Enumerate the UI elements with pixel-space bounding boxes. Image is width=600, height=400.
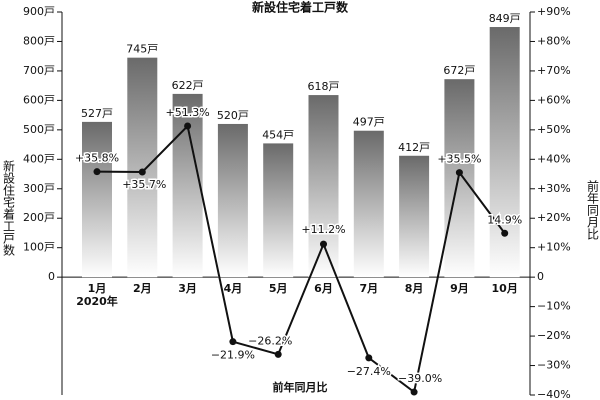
bar-value-label: 454戸 xyxy=(262,128,294,141)
y2-tick-label: +90% xyxy=(537,5,571,18)
bar-value-label: 618戸 xyxy=(308,80,340,93)
y-tick-label: 900戸 xyxy=(23,5,55,18)
y2-tick-label: +60% xyxy=(537,93,571,106)
line-point xyxy=(229,338,237,346)
bar xyxy=(489,27,520,278)
x-tick-label: 5月 xyxy=(269,282,288,295)
x-tick-label: 8月 xyxy=(405,282,424,295)
x-tick-label: 1月 xyxy=(88,282,107,295)
line-point xyxy=(455,169,463,177)
x-tick-label: 6月 xyxy=(314,282,333,295)
y2-tick-label: +30% xyxy=(537,182,571,195)
x-axis-label: 前年同月比 xyxy=(273,380,328,394)
line-value-label: −21.9% xyxy=(211,349,255,362)
bar-value-label: 849戸 xyxy=(489,12,521,25)
x-tick-label: 7月 xyxy=(359,282,378,295)
bar xyxy=(172,93,203,278)
y2-tick-label: +40% xyxy=(537,152,571,165)
y-tick-label: 400戸 xyxy=(23,152,55,165)
bar xyxy=(263,143,294,278)
line-point xyxy=(410,388,418,396)
bar-value-label: 412戸 xyxy=(398,141,430,154)
x-tick-label: 2月 xyxy=(133,282,152,295)
x-tick-label: 4月 xyxy=(224,282,243,295)
y2-tick-label: +80% xyxy=(537,34,571,47)
line-point xyxy=(501,229,509,237)
y2-tick-label: −10% xyxy=(537,300,571,313)
line-point xyxy=(320,240,327,248)
line-point xyxy=(184,122,192,130)
bar xyxy=(444,79,475,278)
line xyxy=(96,123,506,394)
y2-tick-label: 0 xyxy=(537,270,544,283)
bar-value-label: 672戸 xyxy=(443,64,475,77)
line-value-label: +35.8% xyxy=(75,152,119,165)
y-tick-label: 700戸 xyxy=(23,64,55,77)
x-tick-label: 3月 xyxy=(178,282,197,295)
chart-title: 新設住宅着工戸数 xyxy=(252,0,349,15)
y2-axis-label: 前年同月比 xyxy=(586,179,600,241)
y-tick-label: 500戸 xyxy=(23,123,55,136)
line-point xyxy=(274,350,282,358)
y-tick-label: 300戸 xyxy=(23,182,55,195)
bar xyxy=(82,121,112,278)
bar-value-label: 622戸 xyxy=(172,79,204,92)
y2-tick-label: −30% xyxy=(537,359,571,372)
bar-value-label: 497戸 xyxy=(353,116,385,129)
line-point xyxy=(93,168,101,176)
bar-value-label: 520戸 xyxy=(217,109,249,122)
line-value-label: 14.9% xyxy=(487,213,522,226)
bar xyxy=(399,155,430,278)
y-tick-label: 0 xyxy=(48,270,55,283)
y2-tick-label: −20% xyxy=(537,329,571,342)
y-axis-label: 新設住宅着工戸数 xyxy=(2,159,16,257)
y2-tick-label: −40% xyxy=(537,388,571,400)
bar xyxy=(353,130,384,278)
line-value-label: +35.7% xyxy=(122,178,166,191)
line-value-label: −27.4% xyxy=(347,365,391,378)
line-point xyxy=(365,354,373,362)
line-value-label: +35.5% xyxy=(437,153,481,166)
bar-value-label: 527戸 xyxy=(81,107,113,120)
x-tick-label: 9月 xyxy=(450,282,469,295)
y2-tick-label: +20% xyxy=(537,211,571,224)
y2-tick-label: +70% xyxy=(537,64,571,77)
y-tick-label: 600戸 xyxy=(23,93,55,106)
y2-tick-label: +10% xyxy=(537,241,571,254)
line-value-label: −26.2% xyxy=(248,334,292,347)
line-point xyxy=(138,168,146,176)
line-value-label: +51.3% xyxy=(166,106,210,119)
year-annotation: 2020年 xyxy=(76,294,118,308)
y-tick-label: 800戸 xyxy=(23,34,55,47)
line-value-label: −39.0% xyxy=(398,372,442,385)
line-value-label: +11.2% xyxy=(301,223,345,236)
y-tick-label: 200戸 xyxy=(23,211,55,224)
y-tick-label: 100戸 xyxy=(23,241,55,254)
y2-tick-label: +50% xyxy=(537,123,571,136)
x-tick-label: 10月 xyxy=(492,282,518,295)
bar xyxy=(127,57,158,278)
bar xyxy=(308,95,339,278)
bar-value-label: 745戸 xyxy=(126,43,158,56)
bar xyxy=(217,123,248,278)
